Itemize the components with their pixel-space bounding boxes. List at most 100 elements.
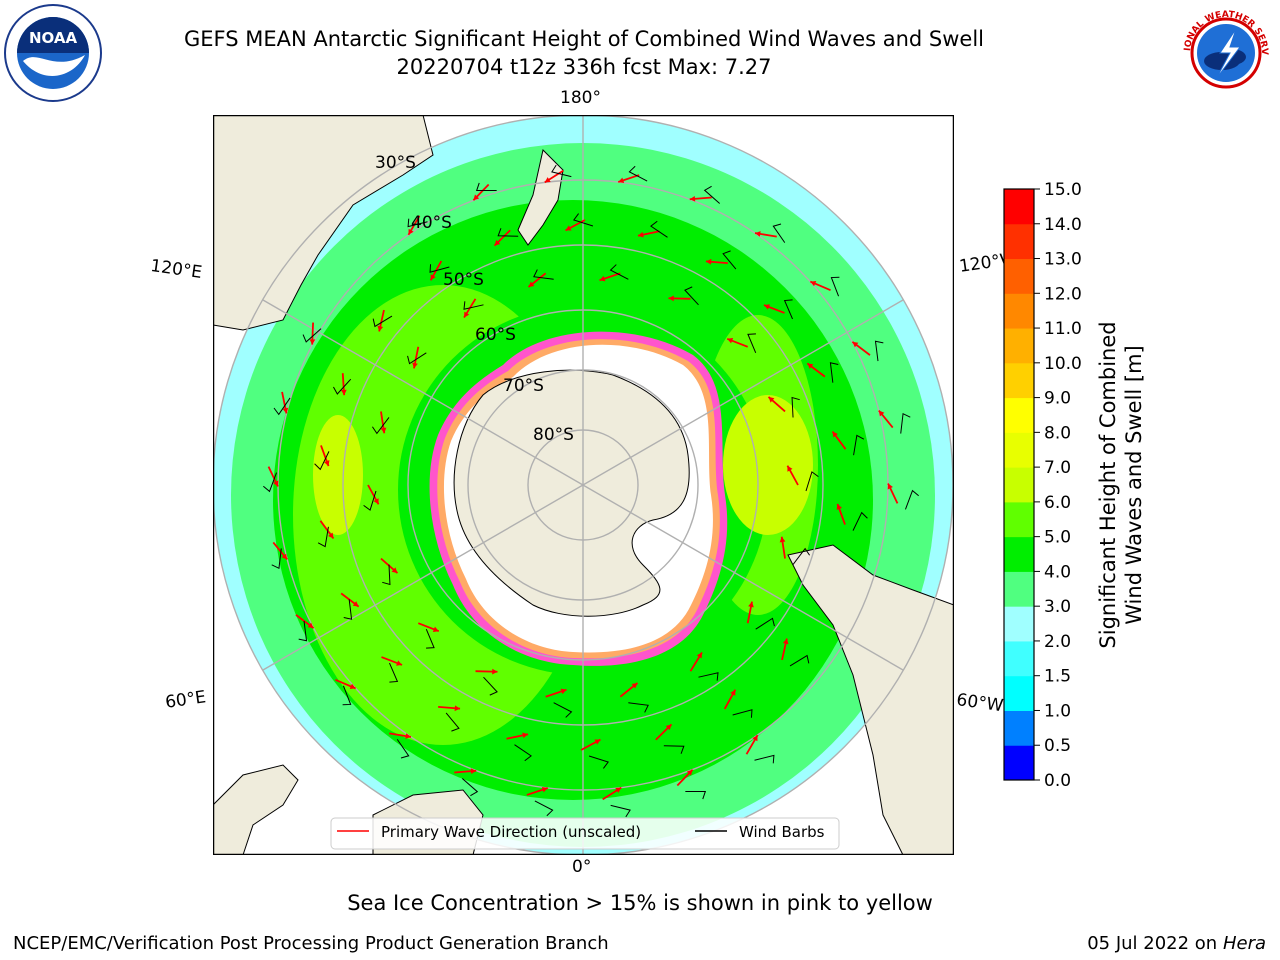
wave-direction-arrowhead [492, 668, 498, 675]
colorbar-label-line2: Wind Waves and Swell [m] [1122, 345, 1146, 625]
wave-direction-arrowhead [528, 281, 535, 288]
wind-barb [722, 250, 737, 270]
wave-direction-arrowhead [615, 787, 622, 793]
colorbar-segment [1004, 640, 1034, 677]
wind-barb [263, 472, 278, 493]
wind-barb [874, 340, 884, 362]
sea-ice-note: Sea Ice Concentration > 15% is shown in … [347, 891, 933, 915]
wind-barb [475, 182, 497, 192]
wave-direction-arrowhead [755, 231, 761, 237]
noaa-logo: NOAA [4, 4, 102, 102]
colorbar-tick-label: 0.5 [1044, 736, 1071, 756]
wind-barb [755, 617, 775, 630]
wave-direction-arrowhead [618, 177, 625, 184]
wave-direction-arrowhead [836, 503, 842, 510]
colorbar-tick-label: 4.0 [1044, 562, 1071, 582]
wave-direction-arrowhead [637, 231, 644, 238]
colorbar-segment [1004, 501, 1034, 538]
noaa-logo-text: NOAA [29, 29, 78, 47]
wave-direction-arrowhead [544, 177, 551, 183]
colorbar: 0.0 0.5 1.0 1.5 2.0 3.0 4.0 5.0 6.0 7.0 8.0 9.0 10.0… [1003, 180, 1146, 791]
colorbar-segment [1004, 467, 1034, 503]
colorbar-tick-label: 2.0 [1044, 632, 1071, 652]
colorbar-tick-label: 14.0 [1044, 215, 1082, 235]
wind-barb [588, 755, 609, 769]
wave-direction-arrowhead [380, 427, 387, 434]
wind-barb [747, 333, 757, 353]
wave-direction-arrowhead [779, 536, 786, 543]
wave-direction-arrowhead [763, 304, 770, 310]
colorbar-tick-label: 1.0 [1044, 701, 1071, 721]
wind-barb [829, 362, 839, 383]
colorbar-segment [1004, 397, 1034, 433]
wind-barb [317, 526, 329, 548]
wind-barb [389, 662, 399, 683]
wave-direction-arrowhead [594, 739, 601, 745]
wind-barb [610, 804, 631, 818]
wind-barb [298, 620, 308, 642]
lat-label-60s: 60°S [475, 325, 516, 345]
lon-label-180: 180° [560, 88, 601, 108]
wind-barb [407, 218, 428, 228]
wave-direction-arrowhead [852, 341, 859, 348]
wind-barb [628, 165, 648, 182]
colorbar-tick-label: 1.5 [1044, 667, 1071, 687]
colorbar-tick-label: 8.0 [1044, 423, 1071, 443]
wind-barb [371, 417, 390, 435]
wave-direction-arrowhead [752, 735, 758, 742]
wave-direction-arrowhead [782, 638, 789, 645]
wave-direction-arrowhead [405, 733, 411, 739]
wave-direction-arrowhead [686, 769, 693, 776]
wind-barb [407, 352, 427, 365]
wave-direction-arrowhead [473, 194, 480, 201]
wave-direction-arrowhead [494, 239, 501, 246]
colorbar-tick-label: 11.0 [1044, 319, 1082, 339]
colorbar-segment [1004, 536, 1034, 572]
colorbar-segment [1004, 328, 1034, 364]
wave-direction-arrowhead [408, 228, 414, 235]
wave-direction-arrowhead [689, 195, 696, 202]
wave-direction-arrowhead [307, 622, 314, 629]
wave-direction-arrowhead [340, 389, 347, 396]
colorbar-tick-label: 6.0 [1044, 493, 1071, 513]
wave-direction-arrowhead [730, 689, 736, 696]
wind-barb [273, 397, 291, 416]
wave-direction-arrowhead [696, 652, 702, 659]
wave-direction-arrowhead [430, 274, 436, 281]
wind-barb [792, 547, 811, 565]
wind-barb [772, 223, 786, 243]
wave-direction-arrowhead [878, 410, 885, 417]
wave-direction-arrowhead [470, 768, 477, 775]
wave-direction-arrowhead [541, 786, 548, 793]
wave-direction-arrowhead [665, 724, 672, 731]
wind-barb [853, 434, 865, 456]
wind-barb [609, 264, 629, 280]
lat-label-40s: 40°S [411, 213, 452, 233]
wave-direction-arrowhead [807, 363, 814, 369]
colorbar-segment [1004, 293, 1034, 329]
wind-barb [783, 299, 793, 320]
wave-direction-arrowhead [705, 258, 712, 265]
wave-direction-arrowhead [349, 683, 356, 690]
wind-barb [698, 672, 719, 681]
chart-subtitle: 20220704 t12z 336h fcst Max: 7.27 [396, 55, 772, 79]
wave-direction-arrowhead [565, 225, 572, 231]
wind-barb [900, 412, 911, 434]
wave-direction-arrowhead [352, 601, 359, 607]
wind-barb [663, 745, 685, 754]
footer-host: Hera [1222, 933, 1266, 954]
wind-barb [789, 654, 810, 667]
colorbar-tick-label: 15.0 [1044, 180, 1082, 200]
colorbar-tick-label: 9.0 [1044, 389, 1071, 409]
continent-antarctica [453, 369, 690, 617]
wind-barb [514, 744, 532, 762]
vector-layer [263, 164, 919, 818]
colorbar-label-line1: Significant Height of Combined [1096, 321, 1120, 648]
wave-direction-arrowhead [391, 567, 398, 574]
wave-direction-arrowhead [373, 498, 379, 505]
wave-direction-arrowhead [768, 396, 775, 403]
legend-wave-direction: Primary Wave Direction (unscaled) [381, 823, 641, 841]
colorbar-tick-label: 7.0 [1044, 458, 1071, 478]
wave-direction-arrowhead [787, 465, 793, 472]
wind-barb [904, 489, 919, 510]
